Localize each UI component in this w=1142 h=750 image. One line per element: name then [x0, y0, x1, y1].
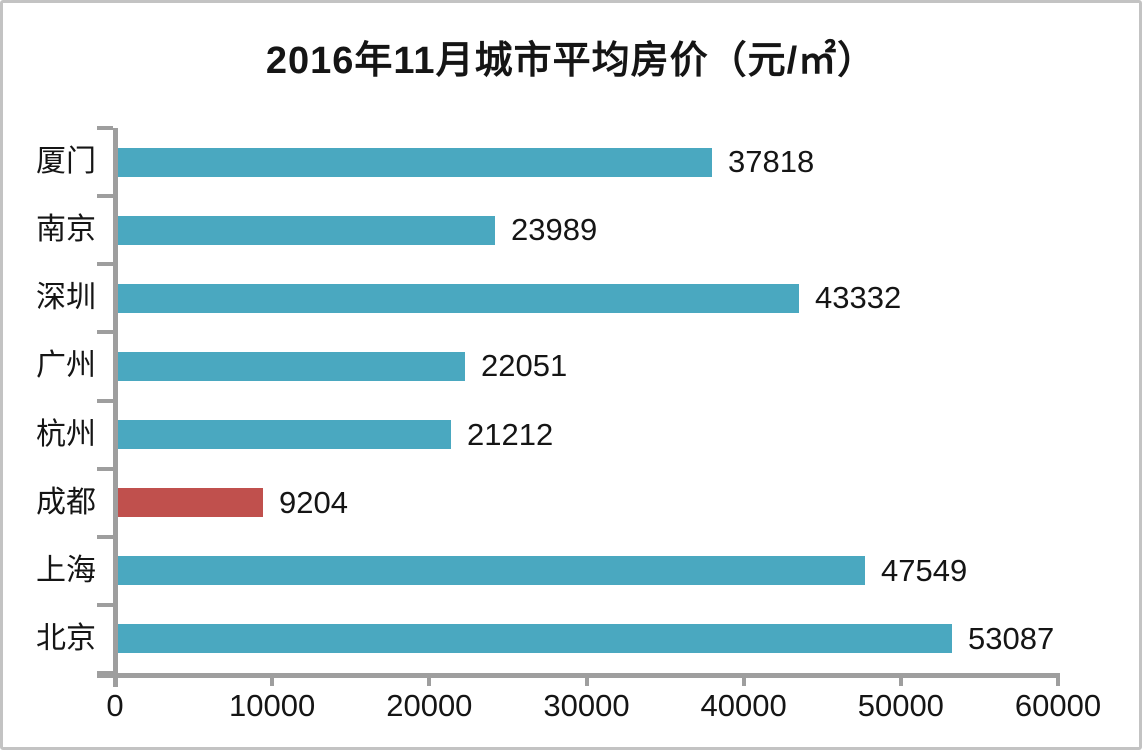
category-label: 成都	[36, 485, 96, 519]
bar	[118, 351, 465, 381]
bar	[118, 556, 865, 586]
bar	[118, 624, 952, 654]
x-axis-tick-label: 0	[106, 688, 124, 723]
bar	[118, 488, 263, 518]
x-axis-tick	[427, 678, 432, 686]
category-label: 深圳	[36, 281, 96, 315]
x-axis-line	[97, 673, 1060, 678]
y-axis-tick	[97, 126, 113, 130]
y-axis-tick	[97, 671, 113, 675]
chart-title: 2016年11月城市平均房价（元/㎡）	[265, 40, 877, 82]
value-label: 47549	[881, 552, 968, 588]
y-axis-tick	[97, 262, 113, 267]
x-axis-tick-label: 60000	[1014, 688, 1102, 723]
value-label: 9204	[279, 484, 348, 520]
bar	[118, 215, 495, 245]
bar	[118, 283, 799, 313]
y-axis-tick	[97, 602, 113, 607]
category-label: 北京	[36, 621, 96, 655]
value-label: 23989	[511, 212, 598, 248]
x-axis-tick	[270, 678, 275, 686]
x-axis-tick-label: 10000	[229, 688, 316, 723]
value-label: 53087	[968, 620, 1055, 656]
category-label: 上海	[36, 553, 96, 587]
value-label: 43332	[815, 280, 902, 316]
y-axis-tick	[97, 534, 113, 539]
y-axis-tick	[97, 330, 113, 335]
value-label: 22051	[481, 348, 568, 384]
y-axis-line	[113, 128, 118, 687]
y-axis-tick	[97, 466, 113, 471]
category-label: 南京	[36, 213, 96, 247]
y-axis-tick	[97, 194, 113, 199]
x-axis-tick-label: 20000	[386, 688, 473, 723]
x-axis-tick-label: 30000	[543, 688, 630, 723]
value-label: 21212	[467, 416, 554, 452]
x-axis-tick	[898, 678, 903, 686]
bar	[118, 420, 451, 450]
x-axis-tick	[1056, 678, 1060, 686]
category-label: 厦门	[36, 145, 96, 179]
bar	[118, 147, 712, 177]
x-axis-tick-label: 40000	[700, 688, 787, 723]
x-axis-tick	[741, 678, 746, 686]
x-axis-tick	[584, 678, 589, 686]
category-label: 广州	[36, 349, 96, 383]
value-label: 37818	[728, 144, 815, 180]
category-label: 杭州	[36, 417, 96, 451]
x-axis-tick-label: 50000	[857, 688, 944, 723]
y-axis-tick	[97, 398, 113, 403]
